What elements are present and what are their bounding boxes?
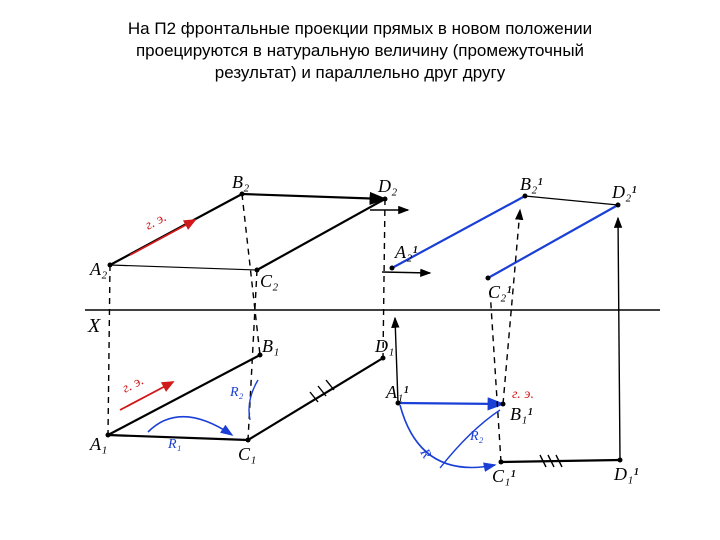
edge-B2D2 <box>242 194 385 199</box>
lbl-B2p: B₂¹ <box>520 174 543 194</box>
conn-C1p-up <box>490 290 501 462</box>
label-R-mid: R <box>416 446 434 462</box>
short-R2-left <box>249 380 258 420</box>
points-group <box>106 192 623 465</box>
edge-A1pB1p <box>398 403 503 404</box>
lbl-C1: C₁ <box>238 444 256 464</box>
edge-C2D2 <box>257 199 385 270</box>
label-R2-right: R₂ <box>469 429 484 444</box>
diagram-svg: X г. э. г. э. R₁ R₂ R₂ <box>0 0 720 540</box>
lbl-B2: B₂ <box>232 172 249 192</box>
lbl-A1: A₁ <box>89 434 107 454</box>
x-axis-label: X <box>87 315 101 337</box>
edge-B2pD2p <box>525 196 618 205</box>
conn-A <box>108 265 110 435</box>
conn-B1p-up <box>503 210 520 404</box>
lbl-C2p: C₂¹ <box>488 282 512 302</box>
tick-left-3 <box>326 380 334 390</box>
edge-C2pD2p <box>488 205 618 278</box>
edge-A2C2-support <box>110 265 257 270</box>
lbl-A2p: A₂¹ <box>394 242 418 262</box>
lbl-A1p: A₁¹ <box>385 382 409 402</box>
red-ge-lower-left-label: г. э. <box>120 373 146 396</box>
lbl-D2: D₂ <box>377 176 397 196</box>
red-ge-right-label: г. э. <box>512 387 534 402</box>
label-R1: R₁ <box>167 437 181 452</box>
red-ge-upper-left-label: г. э. <box>143 210 169 234</box>
lbl-D1p: D₁¹ <box>613 464 639 484</box>
arc-R1 <box>148 417 232 435</box>
conn-D1p-up <box>618 218 620 460</box>
label-R2-left: R₂ <box>229 385 244 400</box>
edge-C1pD1p <box>501 460 620 462</box>
lbl-C2: C₂ <box>260 271 278 291</box>
lbl-B1p: B₁¹ <box>510 404 533 424</box>
lbl-D2p: D₂¹ <box>611 182 637 202</box>
arrow-mid-mid <box>382 272 430 273</box>
conn-D <box>383 199 385 358</box>
lbl-D1: D₁ <box>374 336 394 356</box>
lbl-A2: A₂ <box>89 259 107 279</box>
lbl-C1p: C₁¹ <box>492 466 516 486</box>
lbl-B1: B₁ <box>262 336 279 356</box>
